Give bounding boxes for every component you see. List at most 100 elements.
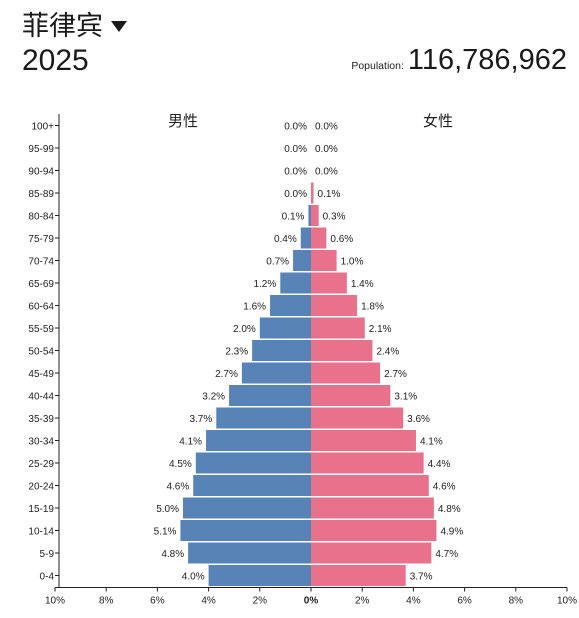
male-bar bbox=[180, 520, 311, 541]
male-series-label: 男性 bbox=[168, 113, 198, 130]
female-value-label: 1.0% bbox=[341, 257, 364, 268]
male-bar bbox=[206, 430, 311, 451]
female-bar bbox=[311, 317, 365, 339]
x-tick-label: 6% bbox=[457, 596, 472, 607]
female-bar bbox=[311, 272, 347, 294]
female-value-label: 0.1% bbox=[318, 189, 341, 200]
female-value-label: 4.6% bbox=[433, 482, 456, 493]
female-bar bbox=[311, 475, 429, 496]
male-bar bbox=[195, 452, 311, 474]
x-tick-label: 2% bbox=[355, 596, 370, 607]
age-group-label: 40-44 bbox=[28, 392, 54, 403]
male-value-label: 4.0% bbox=[182, 572, 205, 583]
female-bar bbox=[311, 497, 434, 519]
male-value-label: 1.2% bbox=[253, 279, 276, 290]
age-group-label: 90-94 bbox=[28, 167, 54, 178]
male-bar bbox=[270, 295, 311, 316]
male-value-label: 0.0% bbox=[284, 189, 307, 200]
female-value-label: 3.1% bbox=[394, 392, 417, 403]
female-value-label: 2.7% bbox=[384, 369, 407, 380]
female-bar bbox=[311, 250, 337, 271]
female-value-label: 4.1% bbox=[420, 437, 443, 448]
male-bar bbox=[308, 205, 311, 226]
population-display: Population: 116,786,962 bbox=[351, 44, 567, 77]
male-value-label: 2.0% bbox=[233, 324, 256, 335]
age-group-label: 70-74 bbox=[28, 257, 54, 268]
female-value-label: 1.4% bbox=[351, 279, 374, 290]
age-group-label: 45-49 bbox=[28, 369, 54, 380]
male-value-label: 2.3% bbox=[225, 347, 248, 358]
male-value-label: 0.7% bbox=[266, 257, 289, 268]
male-value-label: 0.0% bbox=[284, 167, 307, 178]
female-value-label: 4.8% bbox=[438, 504, 461, 515]
age-group-label: 35-39 bbox=[28, 414, 54, 425]
female-value-label: 3.6% bbox=[407, 414, 430, 425]
x-tick-label: 0% bbox=[304, 596, 319, 607]
female-value-label: 0.3% bbox=[323, 212, 346, 223]
age-group-label: 5-9 bbox=[40, 549, 55, 560]
male-value-label: 4.5% bbox=[169, 459, 192, 470]
caret-down-icon bbox=[111, 21, 127, 32]
female-value-label: 0.0% bbox=[315, 167, 338, 178]
female-value-label: 3.7% bbox=[410, 572, 433, 583]
age-group-label: 55-59 bbox=[28, 324, 54, 335]
female-value-label: 2.4% bbox=[376, 347, 399, 358]
age-group-label: 30-34 bbox=[28, 437, 54, 448]
x-tick-label: 4% bbox=[201, 596, 216, 607]
age-group-label: 80-84 bbox=[28, 212, 54, 223]
age-group-label: 50-54 bbox=[28, 347, 54, 358]
year-label: 2025 bbox=[22, 44, 89, 77]
x-tick-label: 10% bbox=[557, 596, 577, 607]
female-bar bbox=[311, 295, 358, 316]
country-name: 菲律宾 bbox=[22, 11, 103, 42]
male-bar bbox=[280, 272, 311, 294]
male-value-label: 5.1% bbox=[154, 527, 177, 538]
male-bar bbox=[259, 317, 311, 339]
male-value-label: 0.0% bbox=[284, 122, 307, 133]
country-selector[interactable]: 菲律宾 bbox=[22, 4, 127, 43]
male-bar bbox=[183, 497, 311, 519]
male-bar bbox=[229, 385, 311, 406]
female-value-label: 4.4% bbox=[428, 459, 451, 470]
x-tick-label: 8% bbox=[99, 596, 114, 607]
age-group-label: 0-4 bbox=[40, 572, 55, 583]
male-bar bbox=[193, 475, 311, 496]
female-bar bbox=[311, 385, 391, 406]
female-value-label: 4.9% bbox=[440, 527, 463, 538]
male-bar bbox=[252, 340, 311, 361]
male-bar bbox=[300, 227, 311, 249]
male-bar bbox=[208, 565, 311, 586]
male-value-label: 1.6% bbox=[243, 302, 266, 313]
female-bar bbox=[311, 520, 437, 541]
male-value-label: 2.7% bbox=[215, 369, 238, 380]
x-tick-label: 8% bbox=[509, 596, 524, 607]
male-bar bbox=[293, 250, 311, 271]
male-value-label: 3.7% bbox=[189, 414, 212, 425]
male-value-label: 0.0% bbox=[284, 144, 307, 155]
female-value-label: 0.6% bbox=[330, 234, 353, 245]
female-bar bbox=[311, 542, 432, 564]
male-value-label: 3.2% bbox=[202, 392, 225, 403]
population-value: 116,786,962 bbox=[407, 44, 567, 76]
age-group-label: 100+ bbox=[31, 122, 54, 133]
female-bar bbox=[311, 205, 319, 226]
x-tick-label: 6% bbox=[150, 596, 165, 607]
female-bar bbox=[311, 407, 404, 429]
male-value-label: 5.0% bbox=[156, 504, 179, 515]
female-value-label: 0.0% bbox=[315, 122, 338, 133]
male-bar bbox=[188, 542, 311, 564]
female-series-label: 女性 bbox=[423, 112, 453, 130]
male-bar bbox=[241, 362, 311, 384]
age-group-label: 65-69 bbox=[28, 279, 54, 290]
female-bar bbox=[311, 362, 381, 384]
age-group-label: 10-14 bbox=[28, 527, 54, 538]
age-group-label: 75-79 bbox=[28, 234, 54, 245]
age-group-label: 20-24 bbox=[28, 482, 54, 493]
x-tick-label: 4% bbox=[406, 596, 421, 607]
age-group-label: 95-99 bbox=[28, 144, 54, 155]
female-bar bbox=[311, 565, 406, 586]
male-value-label: 0.4% bbox=[274, 234, 297, 245]
x-tick-label: 10% bbox=[45, 596, 65, 607]
female-bar bbox=[311, 340, 373, 361]
female-bar bbox=[311, 452, 424, 474]
